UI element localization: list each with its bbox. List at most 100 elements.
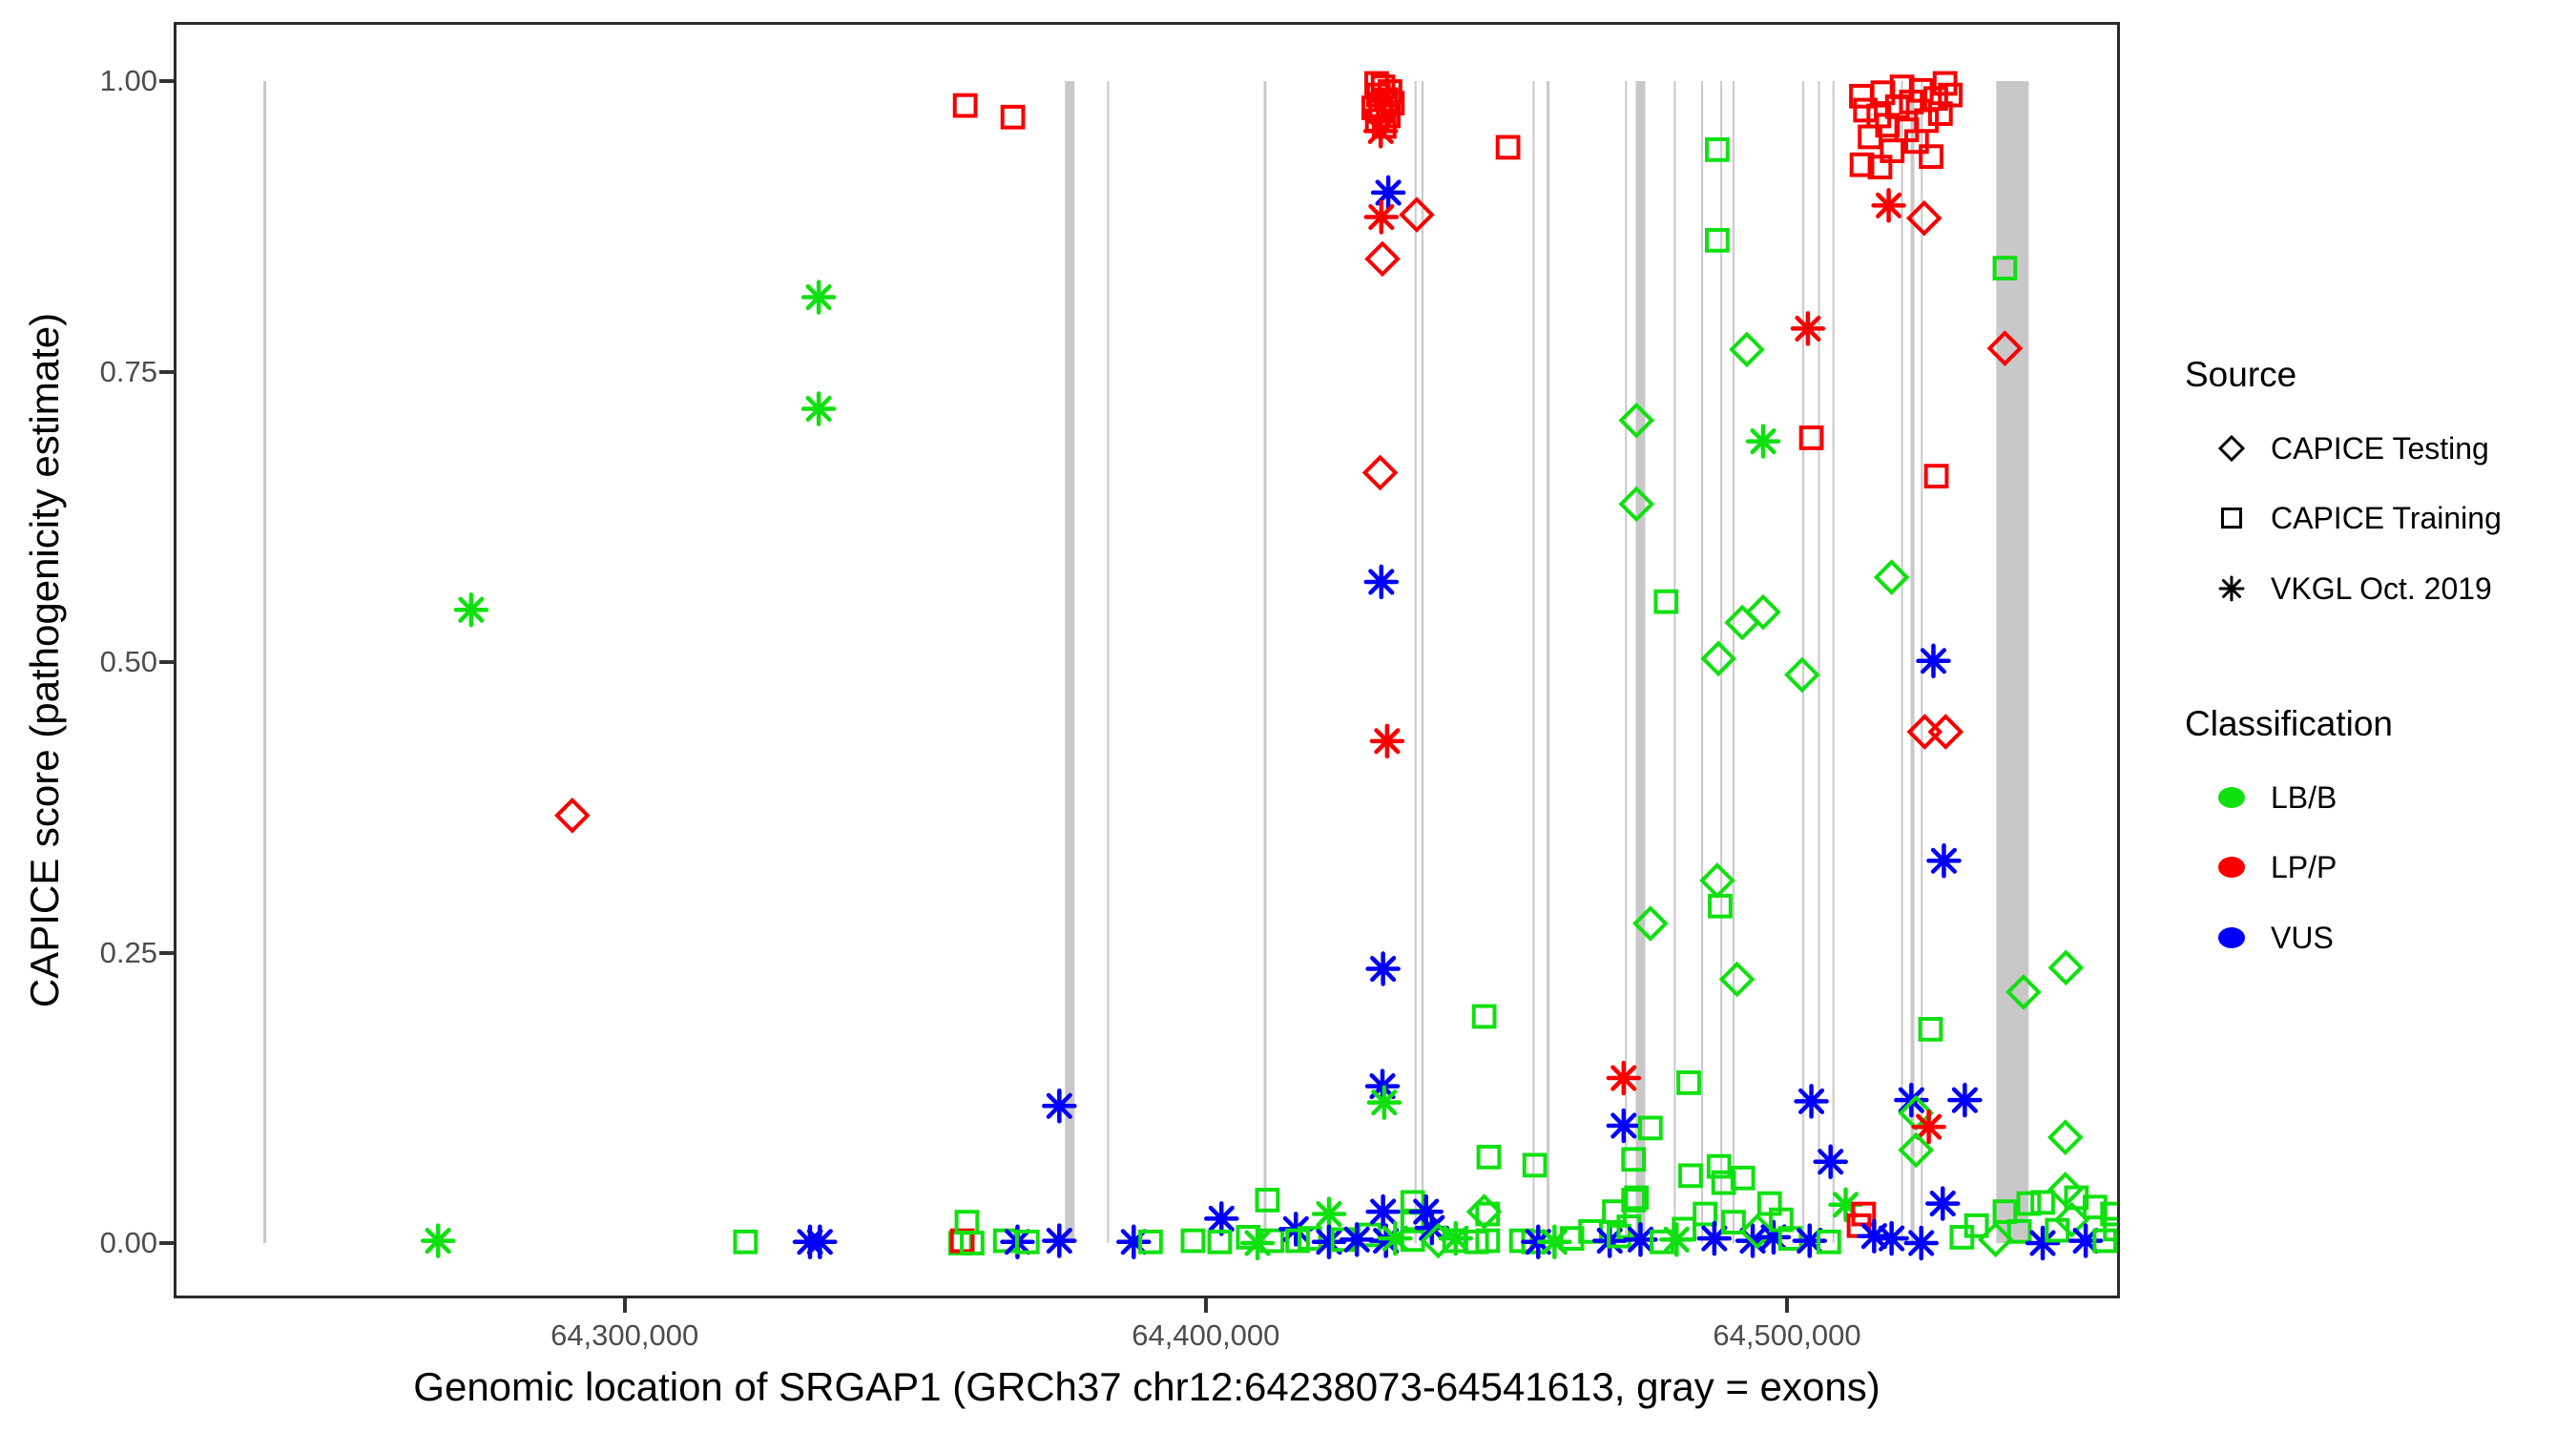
data-point [1297, 1226, 1322, 1252]
data-point [2006, 1218, 2032, 1244]
data-point [952, 93, 978, 118]
data-point [2100, 1201, 2117, 1227]
data-point [1730, 1165, 1755, 1191]
data-point [1813, 1144, 1848, 1179]
data-point [1618, 402, 1655, 439]
data-point [960, 1231, 985, 1255]
data-point [1898, 1131, 1935, 1169]
data-point [1255, 1188, 1280, 1213]
x-tick-label: 64,300,000 [551, 1318, 699, 1352]
data-point [1414, 1210, 1450, 1246]
data-point [1828, 1187, 1863, 1223]
data-point [1903, 1225, 1939, 1261]
data-point [1369, 723, 1405, 759]
exon-bar [1625, 81, 1628, 1243]
data-point [1926, 843, 1962, 879]
exon-bar [1263, 81, 1267, 1243]
data-point [1370, 175, 1406, 211]
exon-bar [1996, 81, 2029, 1243]
data-point [1739, 1213, 1776, 1250]
data-point [1676, 1070, 1701, 1095]
data-point [1927, 714, 1964, 750]
data-point [2025, 1225, 2061, 1261]
square-icon [2210, 497, 2254, 539]
asterisk-icon [2210, 568, 2254, 610]
data-point [1724, 604, 1760, 641]
data-point [2082, 1194, 2108, 1220]
data-point [1475, 1228, 1501, 1254]
data-point [2046, 1119, 2084, 1155]
data-point [1871, 188, 1906, 223]
data-point [1919, 144, 1943, 170]
green-dot-icon [2210, 777, 2254, 819]
data-point [1857, 1218, 1892, 1254]
data-point [1721, 1210, 1746, 1234]
y-tick-mark [159, 1241, 174, 1245]
data-point [1621, 1147, 1647, 1172]
data-point [1777, 1226, 1803, 1252]
data-point [1363, 199, 1400, 235]
data-point [1923, 464, 1949, 488]
exon-bar [1701, 81, 1704, 1243]
exon-bar [1910, 81, 1915, 1243]
data-point [1522, 1152, 1548, 1178]
data-point [1798, 425, 1824, 450]
red-dot-icon [2210, 846, 2254, 888]
data-point [792, 1224, 828, 1260]
legend-source-title: Source [2185, 355, 2297, 394]
data-point [1399, 197, 1435, 233]
y-tick-mark [159, 660, 174, 664]
exon-bar [1065, 81, 1075, 1243]
data-point [2067, 1223, 2104, 1258]
scatter-plot-canvas [263, 71, 2117, 1261]
data-point [733, 1229, 758, 1255]
x-tick-label: 64,500,000 [1713, 1318, 1861, 1352]
legend-item-capice-testing: CAPICE Testing [2210, 427, 2489, 469]
data-point [1925, 1186, 1961, 1221]
data-point [1705, 136, 1730, 162]
data-point [1677, 1163, 1703, 1189]
data-point [1365, 951, 1401, 986]
exon-bar [1732, 81, 1735, 1243]
data-point [1729, 331, 1765, 368]
data-point [1180, 1228, 1206, 1254]
data-point [1708, 893, 1733, 919]
data-point [1495, 135, 1521, 160]
data-point [1239, 1225, 1276, 1261]
data-point [800, 391, 837, 426]
data-point [1705, 227, 1730, 253]
legend-item-capice-training: CAPICE Training [2210, 497, 2502, 539]
x-tick-mark [622, 1298, 627, 1313]
data-point [1911, 1109, 1946, 1145]
data-point [1637, 1115, 1663, 1141]
exon-bar [1414, 81, 1417, 1243]
data-point [1623, 1222, 1658, 1257]
legend-item-lpp: LP/P [2210, 846, 2337, 888]
data-point [1365, 1193, 1401, 1230]
y-tick-mark [159, 950, 174, 955]
data-point [1559, 1226, 1585, 1252]
data-point [1632, 905, 1669, 942]
blue-dot-icon [2210, 917, 2254, 959]
data-point [2016, 1191, 2042, 1216]
data-point [1745, 424, 1781, 459]
data-point [1042, 1223, 1077, 1258]
data-point [1699, 862, 1735, 899]
data-point [1784, 656, 1820, 694]
data-point [1537, 1224, 1572, 1260]
data-point [1361, 454, 1399, 491]
y-tick-mark [159, 79, 174, 83]
data-point [1476, 1144, 1502, 1170]
data-point [1363, 564, 1400, 600]
data-point [1874, 1220, 1909, 1256]
plot-panel [174, 22, 2120, 1298]
data-point [554, 797, 591, 834]
data-point [1408, 1193, 1444, 1230]
legend-classification-title: Classification [2185, 704, 2393, 743]
data-point [1311, 1196, 1347, 1232]
data-point [1653, 589, 1679, 614]
data-point [1693, 1201, 1717, 1227]
data-point [1420, 1222, 1457, 1259]
data-point [1792, 1223, 1827, 1258]
